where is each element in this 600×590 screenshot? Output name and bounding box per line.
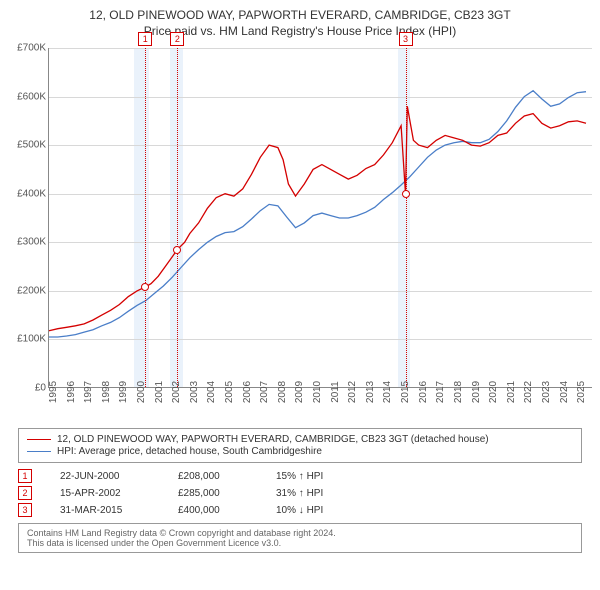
event-date: 22-JUN-2000 [60, 471, 150, 482]
x-axis-label: 2014 [382, 381, 393, 403]
x-axis-label: 2012 [347, 381, 358, 403]
event-marker-line [406, 48, 407, 387]
legend-item: 12, OLD PINEWOOD WAY, PAPWORTH EVERARD, … [27, 434, 573, 445]
title-subtitle: Price paid vs. HM Land Registry's House … [4, 24, 596, 38]
x-axis-label: 2007 [259, 381, 270, 403]
x-axis-label: 2002 [171, 381, 182, 403]
x-axis-label: 2008 [277, 381, 288, 403]
x-axis-label: 2017 [435, 381, 446, 403]
y-axis-label: £100K [17, 334, 46, 345]
event-row: 2 15-APR-2002 £285,000 31% ↑ HPI [18, 486, 582, 500]
x-axis-label: 2006 [242, 381, 253, 403]
x-axis-label: 2019 [471, 381, 482, 403]
y-axis-label: £700K [17, 43, 46, 54]
event-date: 15-APR-2002 [60, 488, 150, 499]
x-axis-label: 1998 [101, 381, 112, 403]
x-axis-label: 2000 [136, 381, 147, 403]
y-axis-label: £400K [17, 188, 46, 199]
attribution-line-1: Contains HM Land Registry data © Crown c… [27, 528, 573, 538]
x-axis-label: 2023 [541, 381, 552, 403]
event-number-box: 3 [18, 503, 32, 517]
x-axis-label: 2021 [506, 381, 517, 403]
event-price: £208,000 [178, 471, 248, 482]
legend-swatch [27, 451, 51, 452]
x-axis-label: 1999 [118, 381, 129, 403]
x-axis-label: 2013 [365, 381, 376, 403]
legend-item: HPI: Average price, detached house, Sout… [27, 446, 573, 457]
x-axis-label: 2025 [576, 381, 587, 403]
event-number-box: 2 [18, 486, 32, 500]
event-marker-dot [173, 246, 181, 254]
plot-region: 123 [48, 48, 592, 388]
y-axis-label: £600K [17, 91, 46, 102]
x-axis-label: 2016 [418, 381, 429, 403]
attribution-box: Contains HM Land Registry data © Crown c… [18, 523, 582, 553]
event-marker-box: 2 [170, 32, 184, 46]
x-axis-label: 2024 [559, 381, 570, 403]
event-marker-box: 1 [138, 32, 152, 46]
x-axis-label: 2020 [488, 381, 499, 403]
series-hpi [49, 91, 586, 337]
event-marker-line [145, 48, 146, 387]
x-axis-label: 2005 [224, 381, 235, 403]
event-marker-dot [141, 283, 149, 291]
attribution-line-2: This data is licensed under the Open Gov… [27, 538, 573, 548]
y-axis-label: £200K [17, 285, 46, 296]
x-axis-label: 2022 [523, 381, 534, 403]
event-date: 31-MAR-2015 [60, 505, 150, 516]
event-delta: 15% ↑ HPI [276, 471, 356, 482]
x-axis-label: 1996 [66, 381, 77, 403]
x-axis-label: 2018 [453, 381, 464, 403]
legend: 12, OLD PINEWOOD WAY, PAPWORTH EVERARD, … [18, 428, 582, 463]
legend-label: 12, OLD PINEWOOD WAY, PAPWORTH EVERARD, … [57, 434, 489, 445]
chart-area: 123 £0 £100K £200K £300K £400K £500K £600K £700… [4, 44, 596, 424]
x-axis-label: 2015 [400, 381, 411, 403]
event-marker-dot [402, 190, 410, 198]
series-property [49, 106, 586, 330]
chart-title-block: 12, OLD PINEWOOD WAY, PAPWORTH EVERARD, … [4, 8, 596, 38]
event-row: 3 31-MAR-2015 £400,000 10% ↓ HPI [18, 503, 582, 517]
event-row: 1 22-JUN-2000 £208,000 15% ↑ HPI [18, 469, 582, 483]
y-axis-label: £300K [17, 237, 46, 248]
event-number-box: 1 [18, 469, 32, 483]
event-delta: 31% ↑ HPI [276, 488, 356, 499]
title-address: 12, OLD PINEWOOD WAY, PAPWORTH EVERARD, … [4, 8, 596, 22]
x-axis-label: 2010 [312, 381, 323, 403]
y-axis-label: £500K [17, 140, 46, 151]
event-price: £285,000 [178, 488, 248, 499]
x-axis-label: 2011 [330, 381, 341, 403]
event-price: £400,000 [178, 505, 248, 516]
x-axis-label: 1995 [48, 381, 59, 403]
x-axis-label: 2001 [154, 381, 165, 403]
event-marker-line [177, 48, 178, 387]
x-axis-label: 2004 [206, 381, 217, 403]
x-axis-label: 1997 [83, 381, 94, 403]
x-axis-label: 2009 [294, 381, 305, 403]
y-axis-label: £0 [35, 383, 46, 394]
event-delta: 10% ↓ HPI [276, 505, 356, 516]
x-axis-label: 2003 [189, 381, 200, 403]
legend-label: HPI: Average price, detached house, Sout… [57, 446, 322, 457]
events-table: 1 22-JUN-2000 £208,000 15% ↑ HPI 2 15-APR-200… [18, 469, 582, 517]
legend-swatch [27, 439, 51, 440]
line-series-svg [49, 48, 592, 387]
event-marker-box: 3 [399, 32, 413, 46]
